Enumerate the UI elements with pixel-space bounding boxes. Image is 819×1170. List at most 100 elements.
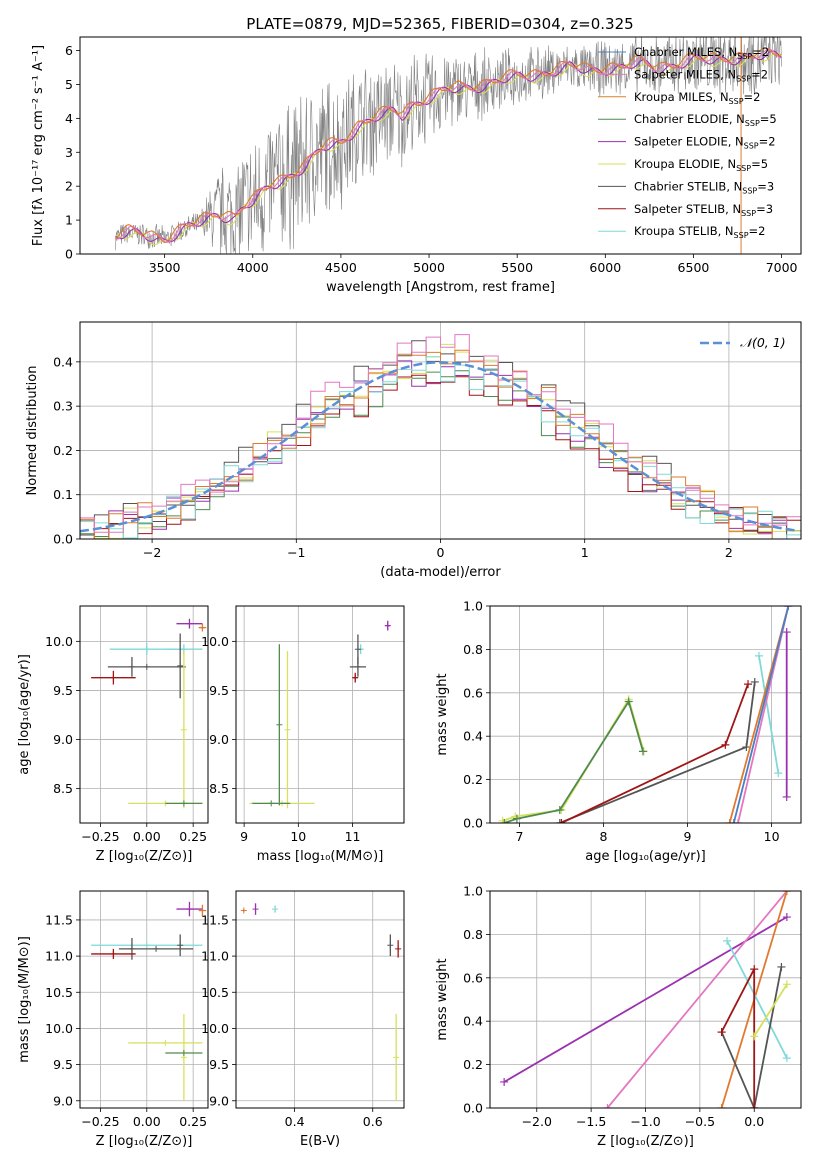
age_vs_mass-point — [354, 646, 361, 653]
age_vs_Z-xtick-label: 0.00 — [133, 829, 161, 844]
weight_vs_age-point — [744, 680, 753, 689]
spectrum-legend-label: Salpeter MILES, NSSP=2 — [634, 67, 768, 83]
weight_vs_Z-series-line — [720, 966, 783, 1108]
mass_vs_ebv-point — [387, 942, 394, 949]
age_vs_Z-point — [143, 663, 150, 670]
weight_vs_age-point — [729, 819, 738, 823]
mass_vs_Z-axes: −0.25 0.00 0.25 9.0 9.5 10.0 10.5 11.0 11.5 Z [lo… — [17, 891, 208, 1149]
mass_vs_Z-marks — [91, 901, 207, 1101]
age_vs_mass-point — [276, 721, 283, 728]
mass_vs_Z-ytick-label: 9.5 — [53, 1057, 73, 1072]
weight_vs_Z-marks — [500, 891, 791, 1108]
age_vs_Z-ytick-label: 8.5 — [53, 781, 73, 796]
weight_vs_Z-point — [500, 1077, 509, 1086]
residuals-normal-curve — [80, 361, 799, 533]
mass_vs_ebv-ytick-label: 11.5 — [201, 912, 229, 927]
weight_vs_age-point — [725, 819, 734, 823]
weight_vs_age-series-line — [561, 683, 749, 823]
spectrum-xlabel: wavelength [Angstrom, rest frame] — [326, 280, 555, 295]
weight_vs_Z-point — [782, 891, 791, 895]
weight_vs_age-xtick-label: 7 — [515, 829, 523, 844]
weight_vs_age-series-line — [502, 697, 645, 822]
weight_vs_Z-point — [717, 1028, 726, 1037]
spectrum-legend-label: Salpeter ELODIE, NSSP=2 — [634, 135, 776, 151]
mass_vs_ebv-ytick-label: 11.0 — [201, 949, 229, 964]
spectrum-legend-label: Chabrier ELODIE, NSSP=5 — [634, 112, 777, 128]
residuals-xtick-label: 0 — [437, 545, 445, 560]
spectrum-data-line — [115, 37, 782, 254]
mass_vs_ebv-point — [272, 906, 279, 913]
mass_vs_ebv-ytick-label: 10.5 — [201, 985, 229, 1000]
age_vs_mass-marks — [249, 620, 391, 809]
spectrum-xtick-label: 3500 — [149, 260, 181, 275]
weight_vs_age-point — [784, 606, 793, 610]
residuals-ylabel: Normed distribution — [25, 366, 40, 496]
mass_vs_ebv-point — [395, 945, 402, 952]
weight_vs_Z-ylabel: mass weight — [435, 958, 450, 1040]
weight_vs_age-point — [774, 769, 783, 778]
spectrum-xtick-label: 7000 — [766, 260, 798, 275]
weight_vs_Z-xlabel: Z [log₁₀(Z/Z⊙)] — [597, 1134, 694, 1149]
mass_vs_Z-ylabel: mass [log₁₀(M/M⊙)] — [17, 936, 32, 1063]
mass_vs_ebv-point — [252, 906, 259, 913]
age_vs_Z-point — [199, 624, 206, 631]
weight_vs_Z-point — [750, 965, 759, 974]
residuals-frame — [79, 321, 802, 540]
weight_vs_age-point — [624, 697, 633, 706]
spectrum-legend-label: Chabrier MILES, NSSP=2 — [634, 45, 769, 61]
spectrum-legend-label: Kroupa STELIB, NSSP=2 — [634, 224, 765, 240]
weight_vs_age-ytick-label: 0.6 — [463, 685, 483, 700]
age_vs_mass-point — [268, 800, 275, 807]
spectrum-legend-label: Kroupa MILES, NSSP=2 — [634, 90, 760, 106]
weight_vs_Z-series-line — [720, 968, 756, 1108]
weight_vs_age-point — [555, 805, 564, 814]
weight_vs_Z-series-line — [503, 916, 788, 1083]
weight_vs_age-point — [750, 677, 759, 686]
mass_vs_Z-frame — [79, 890, 209, 1109]
residuals-xtick-label: 2 — [725, 545, 733, 560]
residuals-axes: −2 −1 0 1 2 0.0 0.1 0.2 0.3 0.4 (data-model)/error… — [25, 322, 801, 580]
mass_vs_Z-point — [110, 950, 117, 957]
weight_vs_age-ytick-label: 0.2 — [463, 772, 483, 787]
figure-title: PLATE=0879, MJD=52365, FIBERID=0304, z=0… — [246, 15, 633, 33]
age_vs_mass-xlabel: mass [log₁₀(M/M⊙)] — [257, 849, 384, 864]
mass_vs_Z-xtick-label: 0.25 — [179, 1114, 207, 1129]
age_vs_Z-axes: −0.25 0.00 0.25 8.5 9.0 9.5 10.0 Z [log₁₀(Z/Z⊙)… — [17, 606, 208, 864]
mass_vs_Z-ytick-label: 11.5 — [45, 912, 73, 927]
age_vs_Z-ylabel: age [log₁₀(age/yr)] — [17, 654, 32, 775]
weight_vs_age-point — [721, 740, 730, 749]
spectrum-model-line — [115, 52, 782, 246]
mass_vs_Z-point — [180, 1050, 187, 1057]
spectrum-model-line — [114, 47, 782, 244]
weight_vs_Z-point — [782, 1054, 791, 1063]
weight_vs_Z-ytick-label: 0.2 — [463, 1057, 483, 1072]
residuals-ytick-label: 0.1 — [53, 487, 73, 502]
weight_vs_age-xlabel: age [log₁₀(age/yr)] — [585, 849, 706, 864]
age_vs_mass-frame — [235, 605, 405, 824]
age_vs_Z-point — [180, 800, 187, 807]
weight_vs_Z-point — [782, 913, 791, 922]
age_vs_Z-point — [143, 646, 150, 653]
weight_vs_age-point — [754, 651, 763, 660]
weight_vs_Z-frame — [489, 890, 802, 1109]
weight_vs_age-point — [782, 792, 791, 801]
residuals-legend-label: 𝒩(0, 1) — [740, 335, 786, 350]
weight_vs_Z-ytick-label: 0.4 — [463, 1014, 483, 1029]
weight_vs_age-point — [638, 747, 647, 756]
weight_vs_age-ytick-label: 0.8 — [463, 642, 483, 657]
weight_vs_Z-xtick-label: −0.5 — [685, 1114, 715, 1129]
age_vs_Z-point — [177, 662, 184, 669]
spectrum-ytick-label: 2 — [65, 179, 73, 194]
age_vs_mass-point — [384, 622, 391, 629]
spectrum-ylabel: Flux [fλ 10⁻¹⁷ erg cm⁻² s⁻¹ A⁻¹] — [31, 45, 46, 246]
weight_vs_age-ytick-label: 1.0 — [463, 599, 483, 614]
weight_vs_age-point — [500, 819, 509, 823]
weight_vs_age-ytick-label: 0.0 — [463, 816, 483, 831]
mass_vs_ebv-ytick-label: 10.0 — [201, 1021, 229, 1036]
weight_vs_age-point — [557, 819, 566, 823]
weight_vs_Z-point — [603, 1104, 612, 1108]
weight_vs_Z-xtick-label: 0.0 — [744, 1114, 764, 1129]
residuals-ytick-label: 0.0 — [53, 532, 73, 547]
age_vs_mass-ytick-label: 9.5 — [209, 683, 229, 698]
weight_vs_age-point — [733, 819, 742, 823]
